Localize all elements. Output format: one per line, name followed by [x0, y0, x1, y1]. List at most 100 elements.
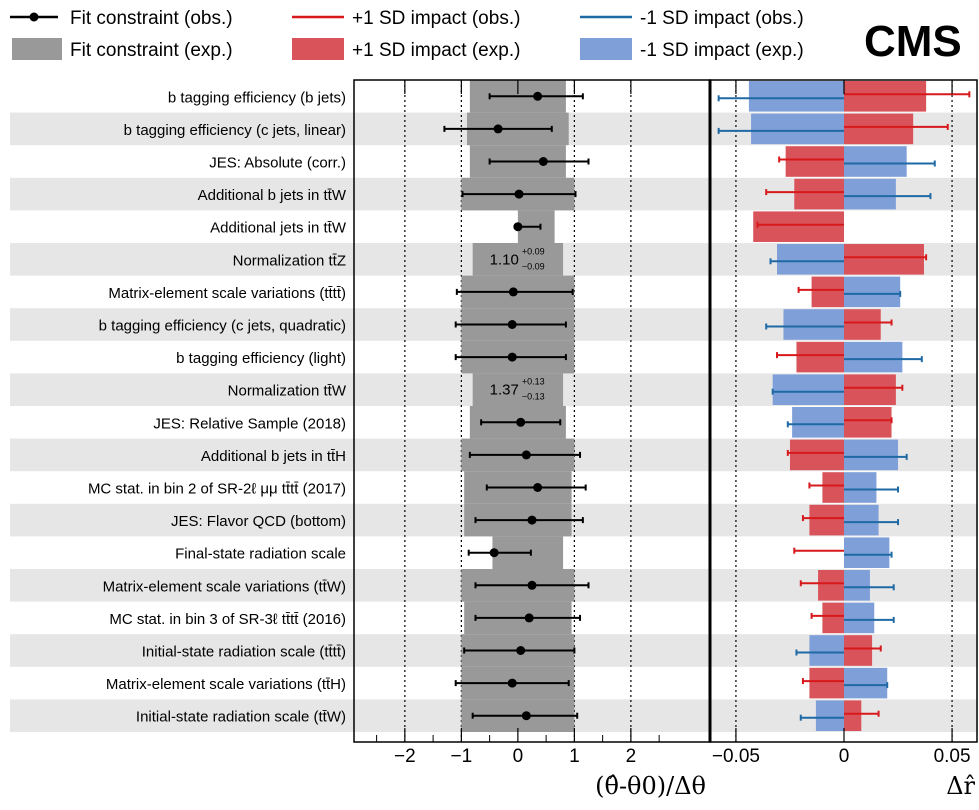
minus-exp-bar — [809, 635, 844, 666]
fit-obs-point — [507, 352, 517, 362]
fit-obs-point — [521, 711, 531, 721]
minus-exp-bar — [777, 244, 844, 275]
minus-exp-bar — [751, 113, 844, 145]
minus-exp-bar — [772, 374, 844, 405]
impact-tick-label: −0.05 — [712, 746, 760, 767]
fit-exp-bar — [472, 373, 564, 406]
plus-exp-bar — [753, 211, 844, 242]
pull-tick-label: −1 — [451, 746, 473, 767]
fit-obs-point — [516, 417, 526, 427]
fit-exp-bar — [472, 243, 564, 276]
fit-obs-point — [533, 91, 543, 101]
minus-exp-bar — [844, 602, 875, 634]
legend-fit-obs-marker — [29, 12, 39, 22]
norm-value: 1.37 — [490, 382, 519, 399]
parameter-label: Matrix-element scale variations (tt̄W) — [103, 578, 346, 595]
legend: Fit constraint (obs.) Fit constraint (ex… — [10, 8, 962, 66]
plus-exp-bar — [818, 570, 844, 601]
fit-obs-point — [533, 483, 543, 492]
parameter-label: Normalization tt̄Z — [233, 252, 346, 269]
pull-axis-title: (θ̂-θ0)/Δθ — [595, 772, 706, 800]
plus-exp-bar — [844, 374, 896, 405]
axes: −2 −1 0 1 2 −0.05 0 0.05 (θ̂-θ0)/Δθ Δr̂ — [353, 79, 978, 800]
parameter-label: Final-state radiation scale — [175, 546, 346, 563]
norm-uncertainty-down: −0.13 — [522, 392, 545, 402]
legend-fit-obs-label: Fit constraint (obs.) — [70, 8, 233, 29]
impact-tick-label: 0 — [839, 746, 850, 767]
minus-exp-bar — [844, 146, 907, 177]
legend-plus-obs-label: +1 SD impact (obs.) — [352, 8, 520, 29]
minus-exp-bar — [748, 81, 844, 112]
norm-uncertainty-up: +0.09 — [522, 246, 545, 256]
pull-tick-label: 2 — [626, 746, 637, 767]
fit-obs-point — [507, 678, 517, 688]
fit-obs-point — [516, 646, 526, 655]
fit-obs-point — [527, 580, 537, 590]
fit-obs-point — [513, 222, 523, 232]
impact-axis-title: Δr̂ — [946, 772, 975, 800]
fit-obs-point — [524, 613, 534, 623]
impact-panel — [717, 80, 971, 742]
minus-exp-bar — [844, 178, 896, 210]
parameter-label: b tagging efficiency (c jets, linear) — [124, 122, 346, 139]
parameter-label: b tagging efficiency (c jets, quadratic) — [99, 318, 346, 335]
fit-obs-point — [527, 515, 537, 525]
legend-plus-exp-label: +1 SD impact (exp.) — [352, 40, 520, 61]
minus-exp-bar — [844, 667, 888, 699]
plus-exp-bar — [809, 667, 844, 699]
legend-minus-exp-label: -1 SD impact (exp.) — [640, 40, 804, 61]
fit-obs-point — [489, 548, 499, 558]
legend-plus-exp-swatch — [292, 38, 344, 60]
plus-exp-bar — [844, 407, 892, 438]
plus-exp-bar — [785, 146, 844, 177]
parameter-label: Normalization tt̄W — [228, 383, 347, 400]
legend-fit-exp-swatch — [12, 38, 62, 60]
minus-exp-bar — [844, 472, 877, 503]
pull-tick-label: 0 — [513, 746, 524, 767]
minus-exp-bar — [844, 537, 890, 568]
parameter-label: JES: Absolute (corr.) — [209, 155, 346, 172]
plus-exp-bar — [844, 244, 924, 275]
norm-uncertainty-up: +0.13 — [522, 377, 545, 387]
minus-exp-bar — [815, 700, 844, 731]
minus-exp-bar — [844, 276, 901, 308]
plus-exp-bar — [844, 309, 881, 340]
plus-exp-bar — [811, 276, 844, 308]
parameter-label: JES: Relative Sample (2018) — [153, 415, 346, 432]
parameter-label: JES: Flavor QCD (bottom) — [171, 513, 346, 530]
minus-exp-bar — [844, 439, 899, 471]
fit-obs-point — [521, 450, 531, 460]
norm-uncertainty-down: −0.09 — [522, 261, 545, 271]
pull-tick-label: −2 — [394, 746, 416, 767]
impact-tick-label: 0.05 — [934, 746, 971, 767]
parameter-label: MC stat. in bin 3 of SR-3ℓ tt̄tt̄ (2016) — [109, 611, 346, 628]
legend-minus-exp-swatch — [580, 38, 632, 60]
legend-minus-obs-label: -1 SD impact (obs.) — [640, 8, 804, 29]
plus-exp-bar — [844, 81, 927, 112]
plus-exp-bar — [844, 635, 873, 666]
parameter-label: Initial-state radiation scale (tt̄tt̄) — [142, 644, 346, 661]
parameter-label: Initial-state radiation scale (tt̄W) — [136, 709, 346, 726]
cms-label: CMS — [864, 17, 962, 66]
plus-exp-bar — [809, 504, 844, 536]
minus-exp-bar — [844, 504, 879, 536]
pull-tick-label: 1 — [569, 746, 580, 767]
parameter-labels: b tagging efficiency (b jets) b tagging e… — [88, 89, 347, 725]
fit-obs-point — [507, 320, 517, 329]
plus-exp-bar — [796, 341, 844, 373]
minus-exp-bar — [792, 407, 844, 438]
parameter-label: b tagging efficiency (b jets) — [168, 89, 346, 106]
legend-fit-exp-label: Fit constraint (exp.) — [70, 40, 233, 61]
plus-exp-bar — [822, 602, 844, 634]
minus-exp-bar — [844, 341, 903, 373]
fit-obs-point — [508, 287, 518, 297]
minus-exp-bar — [844, 570, 870, 601]
parameter-label: b tagging efficiency (light) — [176, 350, 346, 367]
pull-panel: 1.10 +0.09 −0.09 1.37 +0.13 −0.13 — [404, 80, 632, 742]
fit-obs-point — [493, 124, 503, 134]
plus-exp-bar — [794, 178, 844, 210]
fit-obs-point — [514, 189, 524, 199]
parameter-label: Matrix-element scale variations (tt̄H) — [106, 676, 346, 693]
